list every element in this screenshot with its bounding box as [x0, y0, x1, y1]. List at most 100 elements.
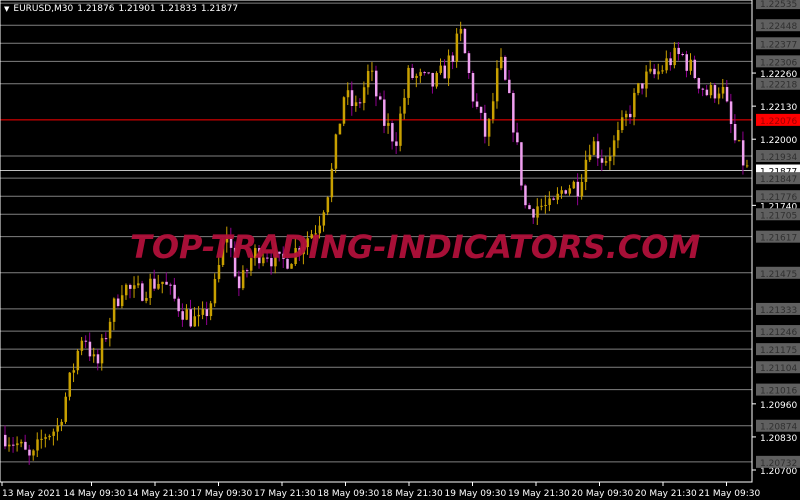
candle-body	[298, 248, 301, 255]
candle-body	[499, 56, 503, 69]
time-label: 19 May 21:30	[508, 489, 570, 499]
level-label: 1.22448	[760, 22, 797, 32]
candle-body	[419, 72, 422, 76]
candle-body	[391, 123, 394, 142]
candle-body	[278, 251, 281, 254]
level-label-box	[756, 325, 800, 338]
candle-body	[608, 156, 612, 162]
candle-body	[633, 92, 636, 118]
candle-body	[338, 123, 342, 135]
candle-body	[16, 443, 19, 446]
candle-body	[564, 190, 568, 194]
level-label: 1.21246	[760, 328, 797, 338]
candle-body	[524, 185, 527, 206]
candle-body	[52, 431, 55, 436]
candle-body	[173, 284, 176, 299]
candle-body	[322, 212, 326, 226]
candle-body	[552, 198, 555, 200]
candle-body	[653, 68, 656, 75]
time-label: 18 May 09:30	[318, 489, 380, 499]
candle-body	[266, 257, 269, 259]
candle-body	[616, 130, 620, 141]
candle-body	[40, 438, 43, 440]
candle-body	[96, 354, 100, 364]
candle-body	[177, 298, 180, 312]
candle-body	[12, 444, 15, 446]
candle-body	[705, 89, 709, 96]
candle-body	[286, 258, 289, 269]
candle-body	[729, 101, 733, 124]
candle-body	[637, 83, 640, 93]
candle-body	[443, 65, 447, 79]
candle-body	[383, 99, 386, 126]
candle-body	[370, 70, 374, 72]
candle-body	[145, 297, 148, 301]
candle-body	[36, 439, 39, 451]
candle-body	[572, 181, 576, 189]
candle-body	[645, 71, 648, 89]
level-label: 1.21617	[760, 234, 797, 244]
time-label: 17 May 09:30	[191, 489, 253, 499]
candle-body	[185, 309, 188, 320]
candle-body	[326, 197, 330, 213]
candle-body	[120, 295, 124, 307]
level-label-box	[756, 419, 800, 432]
candle-body	[415, 75, 418, 78]
candle-body	[213, 279, 217, 304]
candle-body	[60, 421, 63, 426]
level-label: 1.21934	[760, 153, 797, 163]
candle-body	[657, 71, 660, 75]
level-label-box	[756, 150, 800, 163]
candle-body	[504, 56, 507, 80]
candle-body	[379, 96, 382, 100]
dropdown-triangle-icon[interactable]: ▼	[4, 5, 10, 13]
candle-body	[439, 65, 443, 73]
candle-body	[24, 441, 27, 450]
candle-body	[80, 340, 84, 351]
candle-body	[387, 123, 390, 126]
candle-body	[532, 209, 535, 218]
candle-body	[237, 276, 241, 289]
time-label: 14 May 21:30	[127, 489, 189, 499]
candle-body	[161, 281, 164, 284]
level-label-box	[756, 302, 800, 315]
candle-body	[141, 283, 144, 301]
price-tick-label: 1.22130	[760, 103, 797, 113]
candle-body	[427, 72, 430, 74]
level-label-box	[756, 266, 800, 279]
chart-frame	[0, 0, 753, 483]
level-label-box	[756, 0, 800, 10]
level-label: 1.21705	[760, 211, 797, 221]
candle-body	[487, 119, 491, 137]
candle-body	[229, 236, 233, 248]
level-label: 1.22377	[760, 40, 797, 50]
candle-body	[342, 97, 346, 124]
candle-body	[431, 72, 434, 87]
price-tick-label: 1.20830	[760, 434, 797, 444]
candle-body	[254, 248, 257, 259]
candle-body	[689, 59, 693, 71]
candle-body	[423, 72, 426, 74]
level-label: 1.21847	[760, 175, 797, 185]
candle-body	[153, 278, 156, 289]
level-label: 1.22535	[760, 0, 797, 10]
close-price: 1.21877	[200, 4, 239, 14]
candle-body	[576, 181, 580, 197]
candle-body	[157, 283, 160, 289]
candle-body	[596, 141, 600, 159]
candle-body	[32, 450, 35, 456]
level-label-box	[756, 55, 800, 68]
candle-body	[528, 205, 531, 210]
candle-body	[181, 311, 184, 320]
price-tick-label: 1.22260	[760, 70, 797, 80]
candle-body	[455, 33, 459, 62]
candle-body	[104, 338, 108, 340]
level-label-box	[756, 383, 800, 396]
candle-body	[28, 449, 31, 456]
time-label: 13 May 2021	[2, 489, 61, 499]
candle-body	[451, 55, 455, 62]
candle-body	[491, 101, 495, 120]
candle-body	[717, 93, 721, 99]
candle-body	[495, 68, 499, 102]
